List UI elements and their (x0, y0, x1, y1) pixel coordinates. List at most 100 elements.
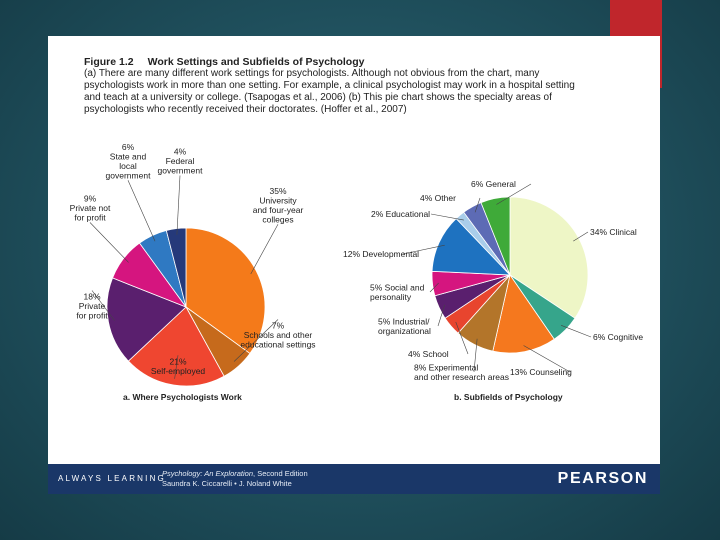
leader-line-school (455, 321, 469, 355)
pie-slice-general (480, 196, 511, 276)
slice-label-line: educational settings (240, 340, 315, 350)
leader-line-university-and-four-year-colleges (250, 224, 279, 275)
leader-line-state-and-local-government (127, 180, 156, 242)
footer-bar: ALWAYS LEARNING Psychology: An Explorati… (48, 464, 660, 494)
book-title: Psychology: An Exploration (162, 469, 254, 478)
slice-label-experimental-and-other-research-areas: 8% Experimental and other research areas (414, 362, 509, 382)
slice-label-line: 5% Industrial/ (378, 316, 430, 326)
slice-label-line: 13% Counseling (510, 367, 572, 377)
leader-line-clinical (573, 231, 589, 242)
leader-line-industrial-organizational (437, 304, 446, 327)
pie-slice-counseling (492, 274, 555, 354)
pie-slice-self-employed (127, 306, 225, 387)
figure-caption-line: (a) There are many different work settin… (84, 68, 540, 79)
slice-label-line: 2% Educational (371, 209, 430, 219)
slice-label-line: government (106, 170, 152, 180)
slice-label-line: for profit (76, 311, 108, 321)
slice-label-line: and four-year (253, 205, 304, 215)
slice-label-social-and-personality: 5% Social and personality (370, 282, 425, 302)
figure-caption-line: psychologists who recently received thei… (84, 104, 407, 115)
slice-label-line: 8% Experimental (414, 362, 478, 372)
footer-tagline: ALWAYS LEARNING (58, 474, 166, 483)
slice-label-school: 4% School (408, 349, 449, 359)
slice-label-line: 35% (269, 186, 286, 196)
figure-header: Figure 1.2 Work Settings and Subfields of… (84, 56, 644, 116)
slice-label-line: 12% Developmental (343, 249, 419, 259)
slice-label-line: State and (110, 151, 147, 161)
figure-title: Work Settings and Subfields of Psycholog… (147, 56, 365, 68)
slice-label-state-and-local-government: 6% State and local government (106, 142, 152, 181)
slice-label-line: organizational (378, 326, 431, 336)
slice-label-line: local (119, 161, 137, 171)
slice-label-line: personality (370, 292, 412, 302)
leader-line-developmental (402, 244, 445, 255)
chart-caption: b. Subfields of Psychology (454, 392, 563, 402)
slice-label-general: 6% General (471, 179, 516, 189)
slice-label-clinical: 34% Clinical (590, 227, 637, 237)
leader-line-general (496, 183, 532, 205)
slice-label-educational: 2% Educational (371, 209, 430, 219)
slice-label-line: Private not (70, 203, 111, 213)
slice-label-line: 6% Cognitive (593, 332, 643, 342)
pie-slice-federal-government (165, 227, 187, 308)
leader-line-private-for-profit (91, 290, 115, 321)
slice-label-line: government (158, 166, 204, 176)
slide-panel: Figure 1.2 Work Settings and Subfields of… (48, 36, 660, 494)
slice-label-line: Federal (166, 156, 195, 166)
slice-label-line: 9% (84, 194, 97, 204)
slice-label-developmental: 12% Developmental (343, 249, 419, 259)
slice-label-private-not-for-profit: 9% Private not for profit (70, 194, 111, 223)
pie-slice-developmental (431, 217, 511, 276)
leader-line-private-not-for-profit (89, 222, 129, 263)
slice-label-line: 21% (169, 356, 186, 366)
pie-slice-private-for-profit (106, 277, 187, 362)
slice-label-line: 7% (272, 321, 285, 331)
slice-label-line: 34% Clinical (590, 227, 637, 237)
leader-line-schools-and-other-educational-settings (233, 319, 279, 362)
leader-line-social-and-personality (429, 282, 439, 293)
slice-label-line: colleges (262, 214, 293, 224)
figure-number: Figure 1.2 (84, 56, 134, 68)
slice-label-line: 5% Social and (370, 282, 425, 292)
leader-line-federal-government (176, 175, 181, 235)
slice-label-line: 6% General (471, 179, 516, 189)
slice-label-self-employed: 21% Self-employed (151, 356, 206, 376)
leader-line-other (474, 197, 481, 213)
slice-label-other: 4% Other (420, 193, 456, 203)
slice-label-counseling: 13% Counseling (510, 367, 572, 377)
slice-label-line: 6% (122, 142, 135, 152)
slice-label-private-for-profit: 18% Private for profit (76, 292, 108, 321)
slice-label-federal-government: 4% Federal government (158, 147, 204, 176)
charts-canvas: 35% University and four-year colleges 7% Scho… (70, 142, 644, 402)
slice-label-university-and-four-year-colleges: 35% University and four-year colleges (253, 186, 304, 225)
slice-label-line: 4% Other (420, 193, 456, 203)
slice-label-line: Self-employed (151, 366, 206, 376)
leader-line-self-employed (174, 355, 179, 379)
slice-label-line: 4% (174, 147, 187, 157)
slice-label-line: and other research areas (414, 372, 509, 382)
slice-label-line: Private (79, 301, 106, 311)
leader-line-cognitive (561, 325, 592, 338)
pie-chart-work-settings: 35% University and four-year colleges 7% Scho… (70, 142, 316, 402)
slice-label-cognitive: 6% Cognitive (593, 332, 643, 342)
figure-caption-line: psychologists work in more than one sett… (84, 80, 575, 91)
slice-label-line: for profit (74, 213, 106, 223)
leader-line-experimental-and-other-research-areas (473, 338, 478, 373)
leader-line-educational (430, 213, 464, 221)
figure-caption-line: and teach at a university or college. (T… (84, 92, 552, 103)
book-authors: Saundra K. Ciccarelli • J. Noland White (162, 479, 292, 488)
footer-book-info: Psychology: An Exploration, Second Editi… (162, 469, 308, 489)
leader-line-counseling (523, 345, 571, 373)
slice-label-line: 4% School (408, 349, 449, 359)
slice-label-line: University (259, 195, 297, 205)
slice-label-schools-and-other-educational-settings: 7% Schools and other educational settings (240, 321, 315, 350)
figure-title-line: Figure 1.2 Work Settings and Subfields of… (84, 56, 644, 68)
chart-caption: a. Where Psychologists Work (123, 392, 242, 402)
slice-label-industrial-organizational: 5% Industrial/organizational (378, 316, 431, 336)
slice-label-line: Schools and other (244, 330, 313, 340)
publisher-logo: PEARSON (557, 470, 648, 487)
slice-label-line: 18% (83, 292, 100, 302)
pie-slice-university-and-four-year-colleges (185, 227, 266, 354)
book-edition: , Second Edition (253, 469, 308, 478)
